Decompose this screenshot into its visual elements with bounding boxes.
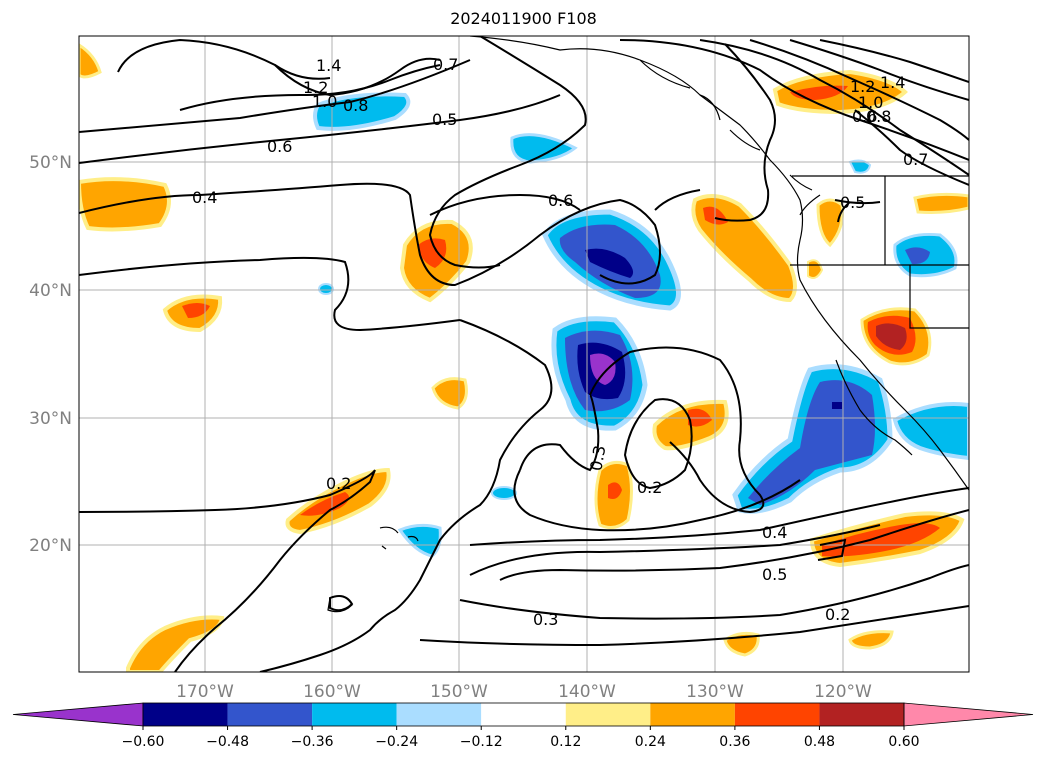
- map-panel: [79, 36, 969, 672]
- lon-label: 150°W: [430, 682, 488, 702]
- colorbar-box: [143, 703, 228, 726]
- longitude-labels: 170°W 160°W 150°W 140°W 130°W 120°W: [176, 682, 872, 702]
- contour-label: 0.6: [267, 137, 292, 156]
- contour-label: 0.8: [343, 96, 368, 115]
- contour-lines: [79, 36, 969, 672]
- map-title: 2024011900 F108: [450, 9, 597, 28]
- contour-label: 0.3: [533, 610, 558, 629]
- colorbar-tick-label: 0.60: [888, 734, 919, 750]
- contour-label: 0.2: [637, 478, 662, 497]
- colorbar-tick-label: −0.48: [206, 734, 249, 750]
- contour-label: 0.7: [903, 150, 928, 169]
- contour-label: 1.0: [312, 92, 337, 111]
- coastlines: [327, 36, 969, 613]
- lon-label: 140°W: [558, 682, 616, 702]
- contour-label: 0.5: [432, 110, 457, 129]
- colorbar-tick-label: −0.12: [460, 734, 503, 750]
- graticule: [79, 36, 969, 672]
- contour-label: 1.2: [303, 78, 328, 97]
- colorbar-box: [481, 703, 566, 726]
- map-frame: [78, 35, 970, 673]
- contour-label: 1.4: [316, 56, 341, 75]
- contour-label: 0.3: [586, 444, 609, 472]
- colorbar-box: [396, 703, 482, 726]
- colorbar-extend-low: [12, 702, 144, 727]
- colorbar: −0.60 −0.48 −0.36 −0.24 −0.12 0.12 0.24 0.36 0.4…: [12, 702, 1034, 750]
- shaded-anomalies: [79, 43, 969, 672]
- contour-label: 0.8: [866, 107, 891, 126]
- contour-labels: 1.4 1.2 1.0 0.8 0.7 0.5 0.6 0.4 0.6 0.5 …: [192, 55, 928, 629]
- lat-label: 20°N: [29, 536, 72, 556]
- colorbar-box: [819, 703, 904, 726]
- lon-label: 130°W: [686, 682, 744, 702]
- lon-label: 170°W: [176, 682, 234, 702]
- colorbar-box: [312, 703, 397, 726]
- colorbar-tick-label: 0.24: [635, 734, 666, 750]
- colorbar-box: [734, 703, 820, 726]
- latitude-labels: 50°N 40°N 30°N 20°N: [29, 153, 72, 556]
- lon-label: 160°W: [303, 682, 361, 702]
- contour-label: 0.6: [852, 107, 877, 126]
- contour-label: 0.4: [192, 188, 217, 207]
- contour-label: 0.2: [326, 474, 351, 493]
- contour-label: 0.2: [825, 605, 850, 624]
- lon-label: 120°W: [814, 682, 872, 702]
- lat-label: 30°N: [29, 409, 72, 429]
- contour-label: 1.0: [858, 93, 883, 112]
- contour-label: 0.6: [548, 191, 573, 210]
- contour-label: 0.7: [433, 55, 458, 74]
- contour-label: 0.4: [762, 523, 787, 542]
- contour-label: 0.5: [762, 565, 787, 584]
- colorbar-tick-label: 0.48: [804, 734, 835, 750]
- lat-label: 40°N: [29, 281, 72, 301]
- lat-label: 50°N: [29, 153, 72, 173]
- contour-label: 0.5: [840, 193, 865, 212]
- contour-label: 1.4: [880, 73, 905, 92]
- colorbar-extend-high: [903, 702, 1034, 727]
- colorbar-frame: [142, 702, 905, 727]
- colorbar-tick-label: 0.36: [719, 734, 750, 750]
- colorbar-box: [650, 703, 735, 726]
- contour-label: 1.2: [850, 77, 875, 96]
- colorbar-tick-label: 0.12: [550, 734, 581, 750]
- colorbar-box: [565, 703, 651, 726]
- colorbar-tick-label: −0.24: [375, 734, 418, 750]
- colorbar-tick-label: −0.36: [291, 734, 334, 750]
- colorbar-box: [227, 703, 313, 726]
- colorbar-tick-label: −0.60: [122, 734, 165, 750]
